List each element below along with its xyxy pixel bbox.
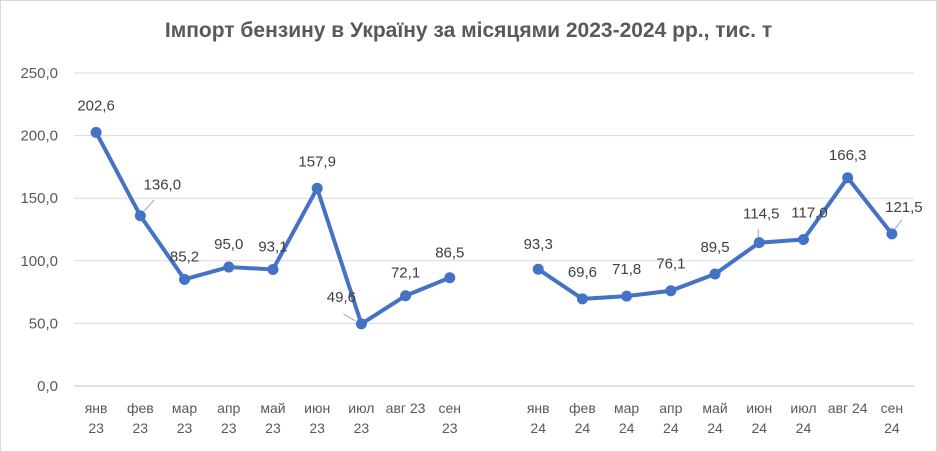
data-point xyxy=(90,126,102,138)
data-label: 114,5 xyxy=(743,206,779,223)
y-axis-ticks: 0,0 50,0 100,0 150,0 200,0 250,0 xyxy=(20,65,58,395)
x-category-label: янв xyxy=(85,400,108,416)
data-point xyxy=(311,182,323,194)
data-point xyxy=(842,172,854,184)
x-category-label: 23 xyxy=(265,420,281,436)
data-point xyxy=(134,210,146,222)
chart-title: Імпорт бензину в Україну за місяцями 202… xyxy=(164,19,773,42)
x-category-label: 23 xyxy=(442,420,458,436)
data-point xyxy=(886,228,898,240)
label-leader-lines xyxy=(143,199,903,322)
data-label: 89,5 xyxy=(700,239,729,256)
y-tick-label: 0,0 xyxy=(37,378,58,395)
data-point xyxy=(532,263,544,275)
x-category-label: 24 xyxy=(619,420,635,436)
gridlines xyxy=(74,72,914,387)
data-label: 117,0 xyxy=(791,205,827,222)
x-category-label: сен xyxy=(881,400,904,416)
x-category-label: фев xyxy=(569,400,596,416)
data-point xyxy=(179,273,191,285)
data-point xyxy=(709,268,721,280)
x-category-label: июн xyxy=(746,400,772,416)
data-label: 121,5 xyxy=(885,199,923,216)
x-category-label: янв xyxy=(527,400,550,416)
data-point xyxy=(753,237,765,249)
data-label: 72,1 xyxy=(391,265,420,282)
x-category-label: мар xyxy=(172,400,197,416)
x-axis-categories: янв 23 фев 23 мар 23 апр 23 май 23 июн 23 июл 23 авг 2… xyxy=(85,400,903,436)
x-category-label: авг 24 xyxy=(828,400,868,416)
x-category-label: 23 xyxy=(309,420,325,436)
x-category-label: 24 xyxy=(884,420,900,436)
data-labels: 202,6 136,0 85,2 95,0 93,1 157,9 49,6 72,1 86,5 9… xyxy=(77,97,922,306)
data-point xyxy=(400,290,412,302)
leader-line xyxy=(894,219,903,230)
data-label: 69,6 xyxy=(568,264,597,281)
series-line xyxy=(94,130,452,326)
x-category-label: 24 xyxy=(751,420,767,436)
y-tick-label: 150,0 xyxy=(20,190,58,207)
x-category-label: авг 23 xyxy=(386,400,426,416)
x-category-label: апр xyxy=(217,400,240,416)
data-point xyxy=(223,261,235,273)
data-point xyxy=(576,293,588,305)
data-label: 95,0 xyxy=(214,236,243,253)
x-category-label: фев xyxy=(127,400,154,416)
data-label: 71,8 xyxy=(612,261,641,278)
x-category-label: 23 xyxy=(177,420,193,436)
x-category-label: 24 xyxy=(796,420,812,436)
y-tick-label: 200,0 xyxy=(20,128,58,145)
data-label: 93,3 xyxy=(524,236,553,253)
x-category-label: 24 xyxy=(707,420,723,436)
data-label: 49,6 xyxy=(327,289,356,306)
x-category-label: май xyxy=(260,400,285,416)
leader-line xyxy=(143,199,155,212)
data-label: 166,3 xyxy=(829,147,867,164)
x-category-label: 24 xyxy=(663,420,679,436)
x-category-label: апр xyxy=(659,400,682,416)
x-category-label: сен xyxy=(439,400,462,416)
x-category-label: 23 xyxy=(88,420,104,436)
x-category-label: июл xyxy=(790,400,816,416)
data-label: 136,0 xyxy=(144,177,182,194)
x-category-label: май xyxy=(702,400,727,416)
data-label: 157,9 xyxy=(298,153,336,170)
y-tick-label: 100,0 xyxy=(20,253,58,270)
leader-line xyxy=(343,313,356,322)
data-label: 202,6 xyxy=(77,97,115,114)
series-points xyxy=(90,126,898,330)
x-category-label: 24 xyxy=(530,420,546,436)
data-label: 86,5 xyxy=(435,245,464,262)
data-label: 93,1 xyxy=(258,238,287,255)
data-point xyxy=(621,290,633,302)
data-point xyxy=(665,285,677,297)
x-category-label: мар xyxy=(614,400,639,416)
x-category-label: 24 xyxy=(575,420,591,436)
series-lines xyxy=(94,130,894,326)
data-label: 85,2 xyxy=(170,248,199,265)
x-category-label: 23 xyxy=(354,420,370,436)
data-label: 76,1 xyxy=(656,256,685,273)
data-point xyxy=(797,234,809,246)
x-category-label: июл xyxy=(348,400,374,416)
y-tick-label: 50,0 xyxy=(29,315,58,332)
x-category-label: 23 xyxy=(133,420,149,436)
y-tick-label: 250,0 xyxy=(20,65,58,82)
data-point xyxy=(267,263,279,275)
x-category-label: июн xyxy=(304,400,330,416)
data-point xyxy=(355,318,367,330)
data-point xyxy=(444,272,456,284)
x-category-label: 23 xyxy=(221,420,237,436)
